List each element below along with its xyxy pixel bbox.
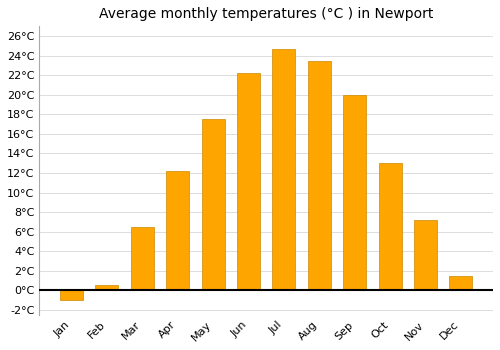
Bar	[343, 95, 366, 290]
Bar	[96, 286, 118, 290]
Bar	[414, 220, 437, 290]
Bar	[308, 61, 331, 290]
Bar	[378, 163, 402, 290]
Bar	[166, 171, 189, 290]
Bar	[237, 73, 260, 290]
Bar	[60, 290, 83, 300]
Bar	[272, 49, 295, 290]
Bar	[202, 119, 224, 290]
Bar	[450, 276, 472, 290]
Title: Average monthly temperatures (°C ) in Newport: Average monthly temperatures (°C ) in Ne…	[99, 7, 434, 21]
Bar	[130, 227, 154, 290]
